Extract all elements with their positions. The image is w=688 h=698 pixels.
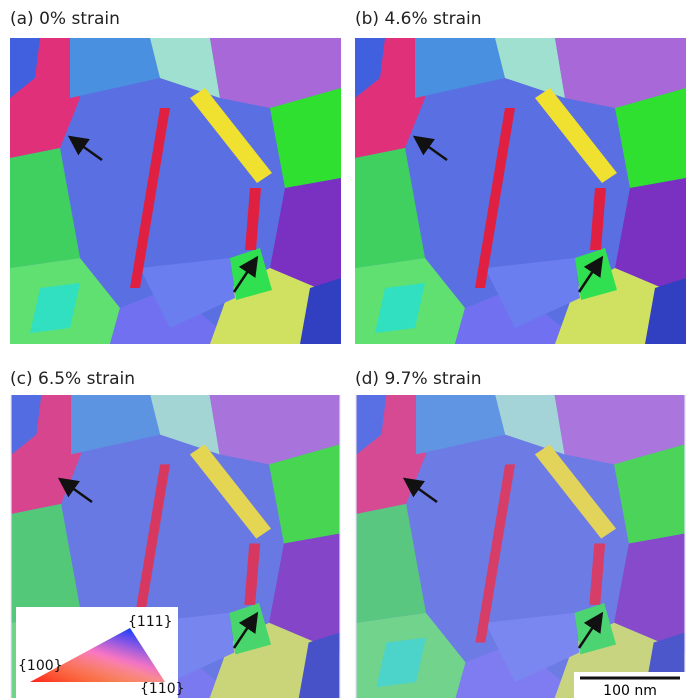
orientation-map (10, 38, 341, 344)
panel-label: (d) 9.7% strain (355, 369, 481, 389)
legend-label: {110} (140, 681, 185, 697)
panel-label: (c) 6.5% strain (10, 369, 135, 389)
legend-label: {100} (18, 658, 63, 674)
orientation-map (355, 38, 686, 344)
figure: (a) 0% strain (b) 4.6% strain (c) 6.5% s… (0, 0, 688, 698)
panel-label: (a) 0% strain (10, 9, 120, 29)
legend-label: {111} (128, 614, 173, 630)
scale-bar-label: 100 nm (603, 683, 657, 698)
map-tint (355, 395, 686, 698)
panel-label: (b) 4.6% strain (355, 9, 481, 29)
